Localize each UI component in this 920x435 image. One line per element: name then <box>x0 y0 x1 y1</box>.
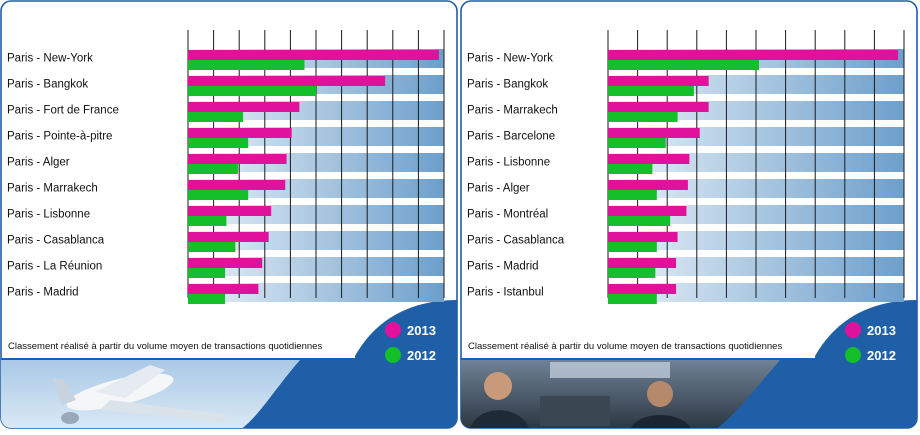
legend-swatch-2012 <box>385 347 401 363</box>
bar-2013 <box>608 76 709 86</box>
bar-2013 <box>608 102 709 112</box>
pilot-head-right <box>647 381 673 407</box>
legend-swatch-2013 <box>845 322 861 338</box>
cockpit-window <box>550 362 670 378</box>
category-label: Paris - Marrakech <box>467 105 558 117</box>
category-label: Paris - Lisbonne <box>467 157 550 169</box>
bar-2012 <box>608 190 657 200</box>
airplane-tail <box>52 378 76 405</box>
bar-2012 <box>608 216 671 226</box>
bar-2012 <box>608 294 657 304</box>
pilots-photo <box>461 360 780 428</box>
airplane-photo <box>1 360 300 428</box>
category-label: Paris - Bangkok <box>467 79 548 91</box>
airplane-wing-top <box>95 365 165 398</box>
category-label: Paris - Lisbonne <box>7 209 90 221</box>
category-label: Paris - Casablanca <box>467 235 565 247</box>
bar-2013 <box>188 206 272 216</box>
category-label: Paris - Marrakech <box>7 183 98 195</box>
bar-2012 <box>188 216 227 226</box>
category-label: Paris - Madrid <box>7 287 79 299</box>
panel-clip-group <box>461 300 917 428</box>
bar-2013 <box>188 128 292 138</box>
pilot-body-left <box>470 410 530 428</box>
category-label: Paris - Madrid <box>467 261 539 273</box>
category-label: Paris - Barcelone <box>467 131 555 143</box>
bar-2012 <box>188 268 226 278</box>
bar-2012 <box>608 138 666 148</box>
bar-2013 <box>608 50 899 60</box>
bar-2012 <box>608 268 656 278</box>
bar-2013 <box>188 284 259 294</box>
bar-2013 <box>608 284 677 294</box>
bar-2013 <box>188 180 286 190</box>
chart-panel-right: Paris - New-York Paris - Bangkok Paris - M… <box>460 0 918 429</box>
chart-panel-left: Paris - New-York Paris - Bangkok Paris - F… <box>0 0 458 429</box>
bar-2012 <box>188 294 226 304</box>
bar-2012 <box>188 112 244 122</box>
category-label: Paris - Alger <box>467 183 530 195</box>
bar-2013 <box>608 180 688 190</box>
bar-2013 <box>188 258 263 268</box>
bar-2013 <box>608 206 687 216</box>
bar-2012 <box>188 190 249 200</box>
legend-label-2012: 2012 <box>407 348 436 363</box>
bar-2013 <box>188 232 269 242</box>
bar-2013 <box>188 102 300 112</box>
bar-2012 <box>188 164 238 174</box>
bar-2012 <box>608 242 657 252</box>
airplane-wing-bottom <box>100 400 230 422</box>
bar-2012 <box>188 60 305 70</box>
category-label: Paris - Istanbul <box>467 287 544 299</box>
category-label: Paris - Alger <box>7 157 70 169</box>
chart-note: Classement réalisé à partir du volume mo… <box>8 341 322 352</box>
bar-2013 <box>188 50 439 60</box>
bar-2013 <box>188 154 287 164</box>
bar-2012 <box>608 86 694 96</box>
bar-2012 <box>608 164 653 174</box>
bar-2013 <box>608 232 678 242</box>
category-label: Paris - New-York <box>7 53 93 65</box>
chart-note: Classement réalisé à partir du volume mo… <box>468 341 782 352</box>
bar-2012 <box>188 138 249 148</box>
legend-swatch-2012 <box>845 347 861 363</box>
legend-label-2012: 2012 <box>867 348 896 363</box>
category-label: Paris - La Réunion <box>7 261 102 273</box>
bar-2012 <box>608 112 678 122</box>
bar-2012 <box>188 86 316 96</box>
legend-label-2013: 2013 <box>867 323 896 338</box>
category-label: Paris - Fort de France <box>7 105 119 117</box>
bar-2012 <box>608 60 759 70</box>
category-label: Paris - Montréal <box>467 209 548 221</box>
bar-2013 <box>608 154 690 164</box>
bar-2013 <box>188 76 386 86</box>
category-label: Paris - Pointe-à-pitre <box>7 131 112 143</box>
airplane-engine <box>61 412 79 424</box>
bar-2013 <box>608 128 700 138</box>
bar-2013 <box>608 258 677 268</box>
category-label: Paris - Casablanca <box>7 235 105 247</box>
legend-label-2013: 2013 <box>407 323 436 338</box>
panel-clip-group <box>1 300 457 428</box>
instrument-panel <box>540 396 610 426</box>
pilot-head-left <box>484 372 512 400</box>
bar-2012 <box>188 242 236 252</box>
pilot-body-right <box>630 415 692 428</box>
category-label: Paris - New-York <box>467 53 553 65</box>
legend-swatch-2013 <box>385 322 401 338</box>
category-label: Paris - Bangkok <box>7 79 88 91</box>
